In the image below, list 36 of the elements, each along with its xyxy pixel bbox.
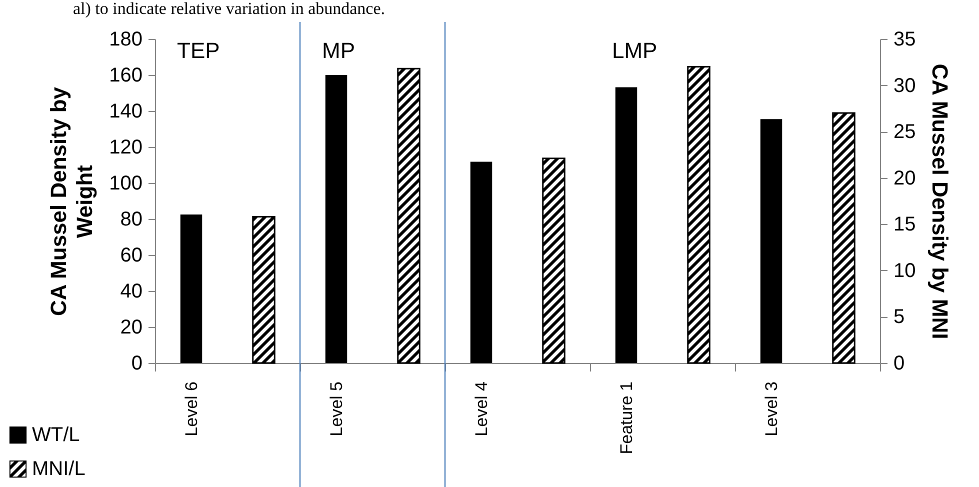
y-tick-label: 40 [120,280,142,302]
y2-tick-label: 10 [894,260,916,282]
x-tick-label: Level 6 [182,382,201,436]
y2-tick-label: 20 [894,167,916,190]
text: al) to indicate relative variation in abundance. [73,0,386,18]
y2-axis-title: CA Mussel Density by MNI [928,64,953,340]
y-tick-label: 20 [120,316,142,338]
annotation: TEP [177,38,220,63]
legend-label: MNI/L [32,458,86,480]
y-tick-label: 60 [120,244,142,266]
annotation: LMP [612,38,658,63]
x-tick-label: Feature 1 [616,382,636,454]
x-tick-label: Level 3 [762,382,781,436]
bar [615,87,638,363]
y-tick-label: 180 [109,28,142,50]
y-tick-label: 100 [109,172,142,194]
bar [180,214,202,363]
legend-label: WT/L [32,424,80,446]
y-tick-label: 80 [120,208,142,230]
x-tick-label: Level 4 [472,382,491,436]
y2-tick-label: 0 [894,352,905,374]
y-axis-title: CA Mussel Density by Weight [46,86,98,316]
x-tick-label: Level 5 [326,382,346,436]
y2-tick-label: 25 [894,121,916,144]
y-tick-label: 160 [109,64,142,86]
bar [325,75,348,363]
bar [470,162,492,363]
y-tick-label: 0 [131,352,142,374]
y2-tick-label: 15 [894,214,916,236]
y2-tick-label: 35 [894,28,916,50]
annotation: MP [322,38,355,63]
y-tick-label: 140 [109,100,142,122]
y2-tick-label: 5 [894,306,905,328]
bar [760,119,782,363]
y2-tick-label: 30 [894,74,916,97]
y-tick-label: 120 [109,136,142,158]
